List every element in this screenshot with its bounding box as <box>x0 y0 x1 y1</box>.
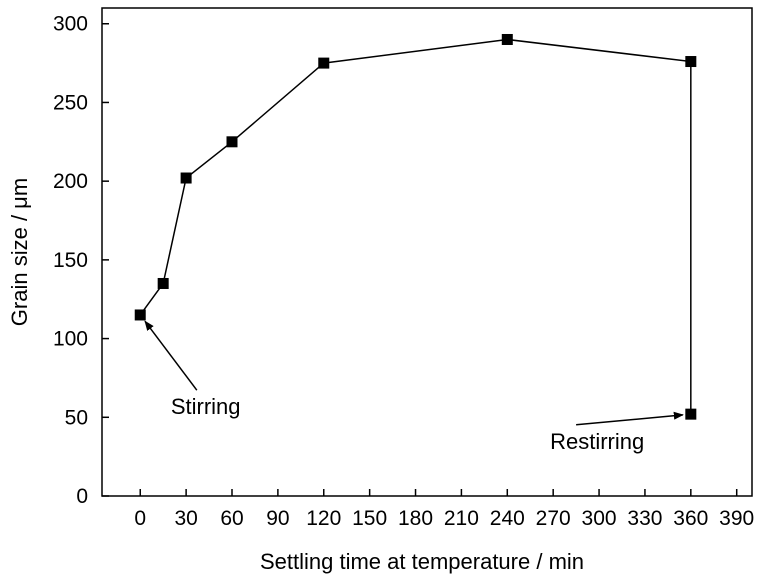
data-point <box>134 309 146 321</box>
y-tick-label: 100 <box>53 328 88 351</box>
y-tick-label: 200 <box>53 170 88 193</box>
data-point <box>685 56 697 68</box>
x-tick-label: 210 <box>444 507 479 530</box>
x-tick-label: 120 <box>306 507 341 530</box>
data-point <box>318 57 330 69</box>
y-tick-label: 50 <box>65 406 88 429</box>
x-tick-label: 390 <box>719 507 754 530</box>
x-tick-label: 240 <box>490 507 525 530</box>
x-tick-label: 330 <box>627 507 662 530</box>
x-tick-label: 30 <box>174 507 197 530</box>
y-tick-label: 300 <box>53 13 88 36</box>
data-point <box>157 277 169 289</box>
y-axis: 0 50 100 150 200 250 300 <box>53 13 109 508</box>
plot-frame <box>101 7 753 497</box>
x-axis: 0 30 60 90 120 150 180 210 240 270 300 330 360 390 <box>134 489 754 530</box>
annotation-arrow <box>576 411 684 426</box>
x-axis-label: Settling time at temperature / min <box>260 549 584 574</box>
x-tick-label: 150 <box>352 507 387 530</box>
data-markers <box>134 33 697 420</box>
annotations: Stirring Restirring <box>144 320 684 454</box>
series-lines <box>139 38 692 415</box>
y-tick-label: 250 <box>53 91 88 114</box>
series-line <box>139 38 692 415</box>
x-tick-label: 0 <box>134 507 146 530</box>
x-tick-label: 60 <box>220 507 243 530</box>
annotation-label: Restirring <box>550 429 644 454</box>
data-point <box>180 172 192 184</box>
annotation-arrow <box>144 320 198 391</box>
x-tick-label: 270 <box>536 507 571 530</box>
x-tick-label: 300 <box>582 507 617 530</box>
y-axis-label: Grain size / μm <box>7 178 32 326</box>
y-tick-label: 0 <box>76 485 88 508</box>
y-tick-label: 150 <box>53 249 88 272</box>
x-tick-label: 360 <box>673 507 708 530</box>
data-point <box>501 33 513 45</box>
data-point <box>685 408 697 420</box>
x-tick-label: 90 <box>266 507 289 530</box>
data-point <box>226 136 238 148</box>
annotation-label: Stirring <box>171 394 241 419</box>
x-tick-label: 180 <box>398 507 433 530</box>
